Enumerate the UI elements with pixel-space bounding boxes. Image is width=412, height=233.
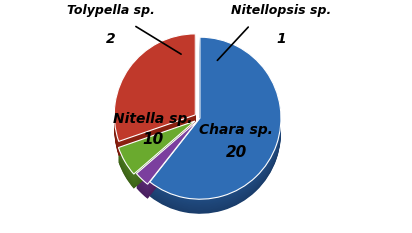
Wedge shape — [136, 135, 198, 199]
Wedge shape — [136, 131, 198, 194]
Wedge shape — [150, 41, 281, 203]
Wedge shape — [136, 129, 198, 192]
Wedge shape — [114, 35, 195, 142]
Wedge shape — [119, 129, 195, 182]
Wedge shape — [136, 124, 198, 188]
Wedge shape — [114, 38, 195, 145]
Wedge shape — [119, 121, 195, 174]
Wedge shape — [150, 47, 281, 209]
Wedge shape — [150, 51, 281, 213]
Wedge shape — [136, 123, 198, 187]
Wedge shape — [136, 131, 198, 195]
Wedge shape — [150, 41, 281, 204]
Wedge shape — [136, 122, 198, 186]
Wedge shape — [114, 48, 195, 155]
Wedge shape — [119, 127, 195, 180]
Wedge shape — [136, 123, 198, 186]
Wedge shape — [119, 136, 195, 189]
Text: 2: 2 — [106, 31, 116, 45]
Wedge shape — [119, 134, 195, 186]
Wedge shape — [114, 46, 195, 154]
Wedge shape — [114, 41, 195, 148]
Wedge shape — [150, 38, 281, 200]
Wedge shape — [119, 123, 195, 175]
Wedge shape — [136, 126, 198, 189]
Wedge shape — [150, 37, 281, 199]
Text: Tolypella sp.: Tolypella sp. — [67, 4, 155, 17]
Wedge shape — [114, 34, 195, 141]
Wedge shape — [114, 40, 195, 147]
Wedge shape — [150, 42, 281, 204]
Wedge shape — [119, 125, 195, 178]
Wedge shape — [119, 134, 195, 187]
Wedge shape — [136, 120, 198, 184]
Wedge shape — [114, 35, 195, 143]
Wedge shape — [114, 46, 195, 153]
Wedge shape — [114, 45, 195, 152]
Wedge shape — [119, 128, 195, 181]
Wedge shape — [114, 42, 195, 149]
Wedge shape — [119, 131, 195, 184]
Wedge shape — [150, 46, 281, 208]
Wedge shape — [114, 39, 195, 147]
Wedge shape — [150, 39, 281, 201]
Wedge shape — [150, 52, 281, 214]
Wedge shape — [119, 132, 195, 185]
Wedge shape — [150, 49, 281, 211]
Wedge shape — [150, 45, 281, 206]
Wedge shape — [136, 127, 198, 191]
Wedge shape — [119, 133, 195, 186]
Wedge shape — [136, 128, 198, 192]
Wedge shape — [136, 129, 198, 193]
Wedge shape — [150, 44, 281, 206]
Wedge shape — [119, 122, 195, 175]
Wedge shape — [119, 124, 195, 177]
Wedge shape — [114, 43, 195, 151]
Wedge shape — [114, 38, 195, 146]
Wedge shape — [136, 130, 198, 194]
Wedge shape — [150, 40, 281, 202]
Wedge shape — [150, 43, 281, 205]
Text: 10: 10 — [143, 132, 164, 147]
Text: Nitella sp.: Nitella sp. — [113, 112, 193, 126]
Wedge shape — [119, 130, 195, 183]
Text: Nitellopsis sp.: Nitellopsis sp. — [231, 4, 331, 17]
Wedge shape — [136, 133, 198, 197]
Wedge shape — [150, 48, 281, 210]
Text: Chara sp.: Chara sp. — [199, 123, 273, 137]
Wedge shape — [114, 41, 195, 149]
Wedge shape — [119, 135, 195, 188]
Wedge shape — [136, 132, 198, 196]
Wedge shape — [136, 121, 198, 185]
Wedge shape — [119, 125, 195, 178]
Wedge shape — [114, 44, 195, 152]
Wedge shape — [119, 123, 195, 176]
Wedge shape — [114, 47, 195, 154]
Wedge shape — [119, 126, 195, 179]
Text: 1: 1 — [276, 31, 286, 45]
Text: 20: 20 — [226, 145, 247, 160]
Wedge shape — [150, 50, 281, 212]
Wedge shape — [136, 126, 198, 190]
Wedge shape — [119, 128, 195, 181]
Wedge shape — [150, 50, 281, 212]
Wedge shape — [114, 43, 195, 150]
Wedge shape — [114, 37, 195, 144]
Wedge shape — [150, 45, 281, 207]
Wedge shape — [114, 36, 195, 144]
Wedge shape — [150, 47, 281, 209]
Wedge shape — [114, 48, 195, 156]
Wedge shape — [136, 134, 198, 198]
Wedge shape — [119, 130, 195, 184]
Wedge shape — [136, 134, 198, 197]
Wedge shape — [136, 125, 198, 188]
Wedge shape — [150, 39, 281, 201]
